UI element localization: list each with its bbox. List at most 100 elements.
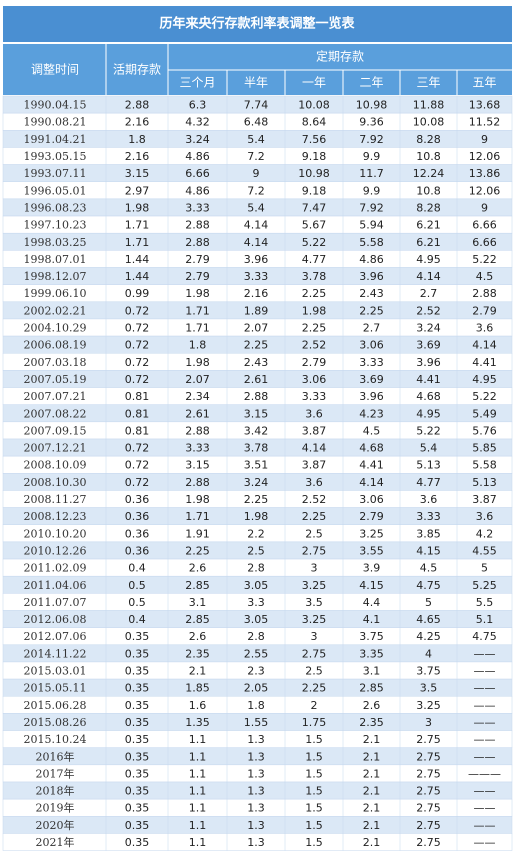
rate-cell: 2.97 <box>125 184 150 197</box>
rate-cell: 2.7 <box>420 287 438 300</box>
rate-cell: 0.36 <box>125 493 150 506</box>
rate-cell: 0.35 <box>125 716 150 729</box>
rate-cell: 0.36 <box>125 544 150 557</box>
rate-cell: 4.75 <box>416 579 441 592</box>
rate-cell: 9.9 <box>363 184 381 197</box>
rate-cell: 4.23 <box>359 407 384 420</box>
rate-cell: 0.4 <box>128 613 146 626</box>
rate-cell: —— <box>474 750 496 763</box>
rate-cell: 3.5 <box>420 682 438 695</box>
rate-cell: 9.36 <box>359 116 384 129</box>
rate-cell: 3.33 <box>416 510 441 523</box>
rate-cell: 2.75 <box>302 544 327 557</box>
rate-cell: 2.79 <box>472 304 497 317</box>
rate-cell: 5.4 <box>420 442 438 455</box>
date-cell: 1998.12.07 <box>24 270 87 283</box>
rate-cell: 2.88 <box>244 390 269 403</box>
rate-cell: 3.06 <box>359 493 384 506</box>
rate-cell: 3.06 <box>359 339 384 352</box>
date-cell: 2015.06.28 <box>24 699 87 712</box>
rate-cell: 1.75 <box>302 716 327 729</box>
rate-cell: 1.8 <box>247 699 265 712</box>
rate-cell: 2.75 <box>416 785 441 798</box>
rate-cell: 3.6 <box>476 510 494 523</box>
rate-cell: 5.67 <box>302 219 327 232</box>
rate-cell: 10.8 <box>416 184 441 197</box>
rate-cell: 0.72 <box>125 339 150 352</box>
rate-cell: 1.55 <box>244 716 269 729</box>
rate-cell: 3.33 <box>302 390 327 403</box>
rate-cell: 0.81 <box>125 407 150 420</box>
rate-cell: 0.81 <box>125 390 150 403</box>
rate-cell: 3.96 <box>359 390 384 403</box>
date-cell: 2015.10.24 <box>24 733 87 746</box>
rate-cell: 4.2 <box>476 527 494 540</box>
rate-cell: 1.1 <box>189 785 207 798</box>
date-cell: 2011.04.06 <box>24 579 87 592</box>
date-cell: 2008.11.27 <box>24 493 87 506</box>
rate-cell: 3 <box>311 630 318 643</box>
rate-cell: 3.42 <box>244 424 269 437</box>
rate-cell: 4.5 <box>420 562 438 575</box>
rate-cell: 0.36 <box>125 527 150 540</box>
rate-cell: 5.25 <box>472 579 497 592</box>
rate-cell: 1.71 <box>185 510 210 523</box>
rate-cell: 2.6 <box>189 630 207 643</box>
rate-cell: 1.1 <box>189 767 207 780</box>
rate-cell: 2.79 <box>302 356 327 369</box>
rate-cell: 2.75 <box>302 647 327 660</box>
rate-cell: 0.35 <box>125 802 150 815</box>
rate-cell: 2.1 <box>363 819 381 832</box>
rate-cell: 0.72 <box>125 442 150 455</box>
rate-cell: 3.25 <box>359 527 384 540</box>
rate-cell: 2.88 <box>185 476 210 489</box>
rate-cell: 3.96 <box>359 270 384 283</box>
date-cell: 2017年 <box>36 766 75 780</box>
rate-cell: 2.16 <box>125 150 150 163</box>
rate-cell: 5 <box>425 596 432 609</box>
rate-cell: 3.96 <box>416 356 441 369</box>
rate-cell: 3.96 <box>244 253 269 266</box>
rate-cell: 0.81 <box>125 424 150 437</box>
rate-cell: 2.6 <box>363 699 381 712</box>
rate-cell: 4.14 <box>416 270 441 283</box>
rate-cell: 2.8 <box>247 630 265 643</box>
rate-cell: 2.5 <box>305 527 323 540</box>
rate-cell: 6.66 <box>185 167 210 180</box>
rate-cell: 11.7 <box>359 167 384 180</box>
rate-cell: 1.5 <box>305 802 323 815</box>
rate-cell: 1.3 <box>247 785 265 798</box>
rate-cell: 4.68 <box>359 442 384 455</box>
rate-cell: 0.35 <box>125 733 150 746</box>
rate-cell: 5.13 <box>416 459 441 472</box>
rate-cell: 3.78 <box>302 270 327 283</box>
rate-cell: 4.14 <box>244 236 269 249</box>
rate-cell: 8.28 <box>416 201 441 214</box>
rate-cell: 6.66 <box>472 219 497 232</box>
rate-cell: 5.49 <box>472 407 497 420</box>
rate-cell: 2.25 <box>185 544 210 557</box>
rate-cell: 4.41 <box>416 373 441 386</box>
rate-cell: —— <box>474 647 496 660</box>
rate-cell: 2.1 <box>363 802 381 815</box>
rate-cell: 4.15 <box>416 544 441 557</box>
rate-cell: 3.87 <box>302 424 327 437</box>
date-cell: 1993.07.11 <box>24 167 87 180</box>
rate-cell: 6.66 <box>472 236 497 249</box>
rate-cell: 0.5 <box>128 596 146 609</box>
rate-cell: 4.95 <box>416 407 441 420</box>
rate-cell: 1.6 <box>189 699 207 712</box>
rate-cell: 3.33 <box>244 270 269 283</box>
term-header: 二年 <box>359 76 383 90</box>
rate-cell: 0.5 <box>128 579 146 592</box>
rate-cell: 2.75 <box>416 767 441 780</box>
date-cell: 2006.08.19 <box>24 339 87 352</box>
rate-cell: 2.75 <box>416 836 441 849</box>
rate-cell: 1.44 <box>125 253 150 266</box>
rate-cell: —— <box>474 733 496 746</box>
rate-cell: —— <box>474 699 496 712</box>
rate-cell: 4.1 <box>363 613 381 626</box>
rate-cell: 5.13 <box>472 476 497 489</box>
rate-cell: 2.35 <box>185 647 210 660</box>
